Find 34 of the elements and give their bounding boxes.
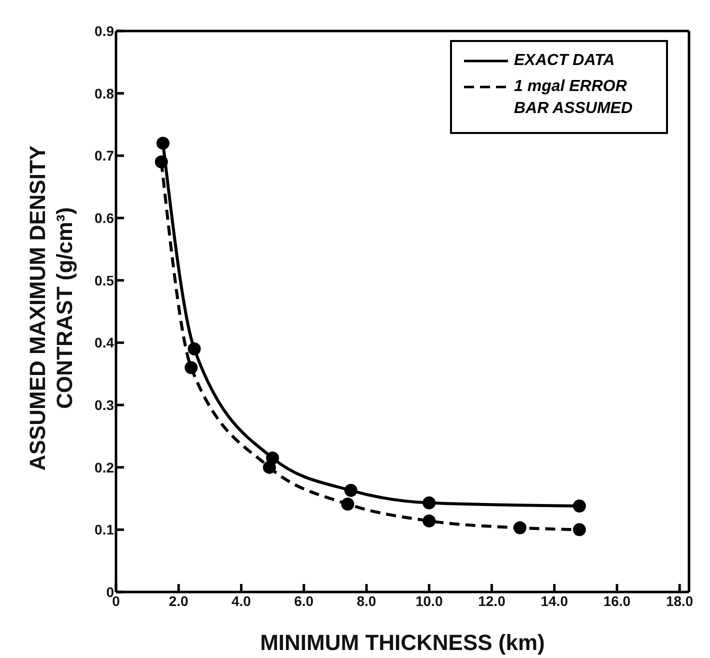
point	[572, 499, 586, 512]
x-tick-label: 14.0	[540, 592, 568, 609]
y-tick-label: 0.6	[94, 210, 114, 226]
x-tick-label: 4.0	[232, 592, 252, 609]
x-tick-label: 18.0	[666, 592, 694, 609]
x-tick-label: 10.0	[415, 592, 443, 609]
y-tick-label: 0.7	[94, 148, 114, 164]
y-tick-label: 0.3	[94, 396, 114, 413]
y-tick-label: 0.8	[94, 85, 114, 102]
x-tick-label: 8.0	[356, 592, 376, 609]
legend-label: EXACT DATA	[514, 51, 615, 71]
point	[262, 460, 276, 474]
legend-label: 1 mgal ERROR BAR ASSUMED	[514, 77, 634, 119]
point	[341, 498, 354, 511]
y-tick-label: 0.4	[94, 334, 114, 351]
x-tick-label: 16.0	[603, 592, 631, 609]
x-axis-title: MINIMUM THICKNESS (km)	[260, 630, 545, 655]
y-tick-label: 0.9	[94, 22, 114, 39]
point	[188, 342, 201, 356]
y-tick-label: 0.2	[94, 459, 114, 476]
y-axis-title: ASSUMED MAXIMUM DENSITY CONTRAST (g/cm³)	[24, 144, 78, 473]
point	[184, 361, 198, 374]
point	[572, 523, 586, 536]
point	[156, 136, 170, 150]
y-tick-label: 0.5	[94, 272, 114, 288]
x-tick-label: 2.0	[168, 592, 189, 609]
point	[422, 514, 436, 528]
point	[344, 484, 358, 497]
y-tick-label: 0.1	[94, 522, 114, 538]
x-tick-label: 6.0	[294, 592, 314, 609]
x-tick-label: 12.0	[478, 592, 506, 609]
point	[422, 496, 436, 510]
point	[513, 521, 526, 534]
point	[154, 155, 168, 168]
